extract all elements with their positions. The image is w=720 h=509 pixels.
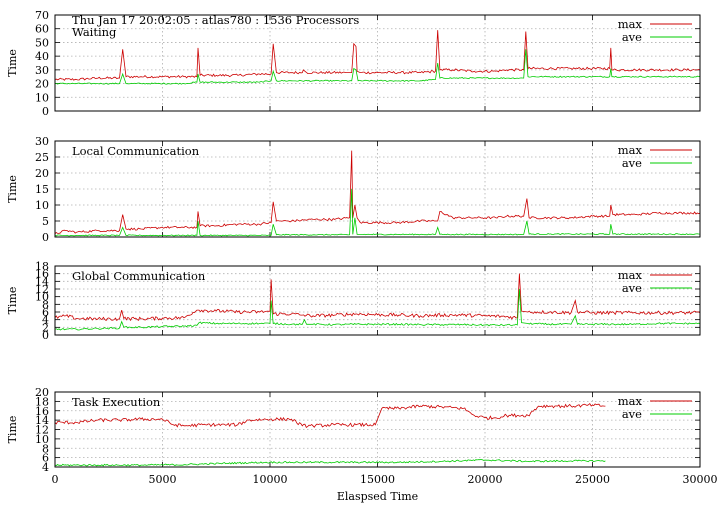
- y-tick-label: 14: [35, 414, 49, 427]
- series-line-max: [54, 273, 701, 322]
- y-tick-label: 5: [42, 215, 49, 228]
- y-tick-label: 10: [35, 433, 49, 446]
- y-tick-label: 0: [42, 105, 49, 118]
- y-tick-label: 70: [35, 9, 49, 22]
- y-tick-label: 2: [42, 321, 49, 334]
- y-tick-label: 18: [35, 260, 49, 273]
- x-axis-label: Elaspsed Time: [337, 490, 418, 503]
- y-tick-label: 12: [35, 283, 49, 296]
- y-tick-label: 10: [35, 199, 49, 212]
- legend-label-ave: ave: [622, 281, 642, 295]
- y-tick-label: 30: [35, 64, 49, 77]
- panels-group: 010203040506070WaitingTimemaxave05101520…: [6, 9, 718, 503]
- y-tick-label: 6: [42, 452, 49, 465]
- panel-title: Task Execution: [72, 395, 161, 409]
- y-axis-label: Time: [6, 287, 19, 315]
- x-tick-label: 20000: [468, 473, 503, 486]
- panel-title: Global Communication: [72, 269, 206, 283]
- y-tick-label: 14: [35, 275, 49, 288]
- legend-label-ave: ave: [622, 156, 642, 170]
- figure-header: Thu Jan 17 20:02:05 : atlas780 : 1536 Pr…: [72, 13, 359, 27]
- panel-title: Local Communication: [72, 144, 200, 158]
- y-axis-label: Time: [6, 49, 19, 77]
- legend-label-max: max: [618, 394, 643, 408]
- y-tick-label: 15: [35, 183, 49, 196]
- y-axis-label: Time: [6, 416, 19, 444]
- x-tick-label: 15000: [360, 473, 395, 486]
- y-tick-label: 8: [42, 442, 49, 455]
- x-tick-label: 10000: [253, 473, 288, 486]
- y-tick-label: 50: [35, 36, 49, 49]
- y-tick-label: 40: [35, 50, 49, 63]
- y-tick-label: 16: [35, 268, 49, 281]
- y-tick-label: 4: [42, 461, 49, 474]
- y-tick-label: 0: [42, 329, 49, 342]
- y-tick-label: 6: [42, 306, 49, 319]
- legend-label-max: max: [618, 143, 643, 157]
- y-axis-label: Time: [6, 175, 19, 203]
- y-tick-label: 30: [35, 135, 49, 148]
- series-line-max: [54, 150, 701, 235]
- y-tick-label: 20: [35, 386, 49, 399]
- y-tick-label: 12: [35, 424, 49, 437]
- legend-label-max: max: [618, 17, 643, 31]
- x-tick-label: 5000: [149, 473, 177, 486]
- y-tick-label: 4: [42, 314, 49, 327]
- y-tick-label: 10: [35, 91, 49, 104]
- x-tick-label: 0: [52, 473, 59, 486]
- series-line-max: [54, 402, 606, 428]
- panel-title: Waiting: [72, 25, 117, 39]
- y-tick-label: 10: [35, 291, 49, 304]
- series-line-ave: [54, 49, 701, 85]
- series-line-ave: [54, 288, 701, 331]
- x-tick-label: 25000: [575, 473, 610, 486]
- plot-frame: [54, 265, 701, 336]
- panel-2: 0 5 10 15 20 25 30 Local Communication Time maxav…: [6, 135, 701, 244]
- y-tick-label: 60: [35, 23, 49, 36]
- plot-frame: [54, 14, 701, 112]
- y-tick-label: 18: [35, 395, 49, 408]
- series-line-max: [54, 30, 701, 81]
- legend-label-ave: ave: [622, 407, 642, 421]
- y-tick-label: 20: [35, 167, 49, 180]
- plot-frame: [54, 140, 701, 238]
- y-tick-label: 0: [42, 231, 49, 244]
- y-tick-label: 8: [42, 298, 49, 311]
- legend-label-max: max: [618, 268, 643, 282]
- y-tick-label: 16: [35, 405, 49, 418]
- legend-label-ave: ave: [622, 30, 642, 44]
- series-line-ave: [54, 459, 606, 467]
- series-line-ave: [54, 188, 701, 237]
- y-tick-label: 20: [35, 78, 49, 91]
- x-tick-label: 30000: [683, 473, 718, 486]
- y-tick-label: 25: [35, 151, 49, 164]
- plot-frame: [54, 391, 701, 468]
